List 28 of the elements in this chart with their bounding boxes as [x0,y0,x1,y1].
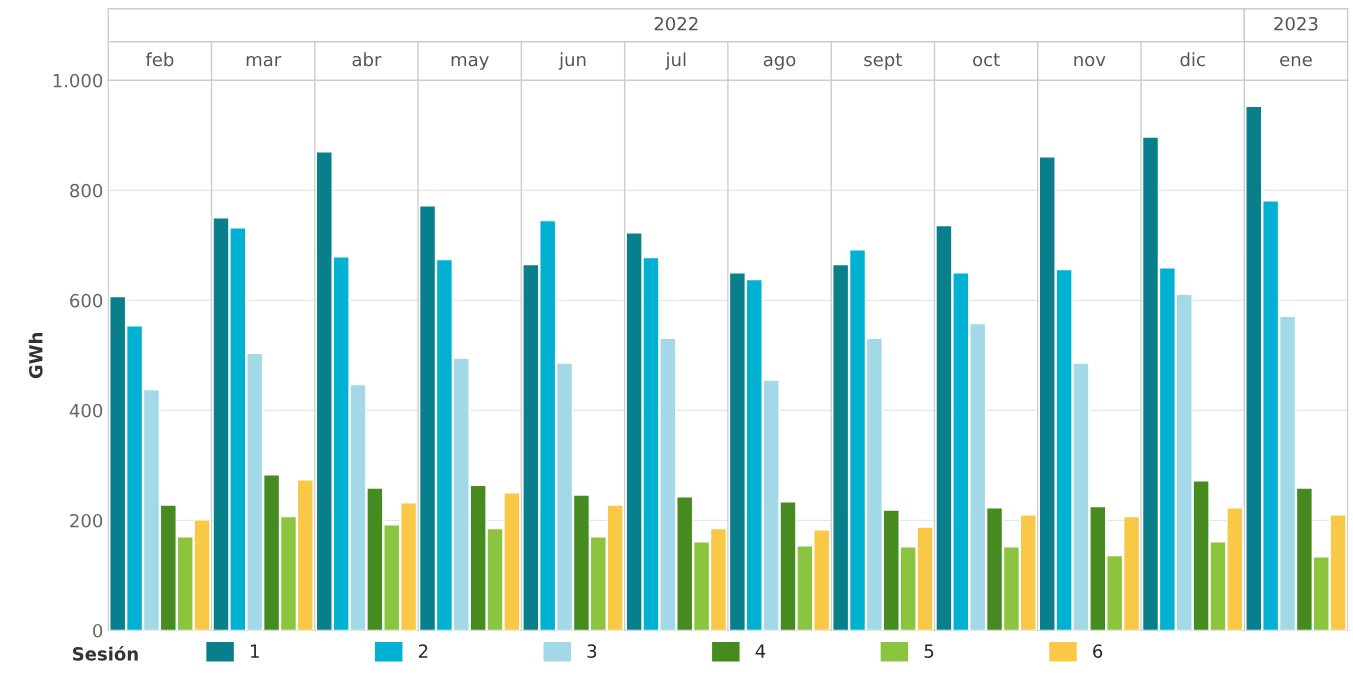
y-tick-label: 1.000 [53,73,103,88]
y-tick-label: 400 [69,403,103,418]
x-tick-label: ene [1280,55,1312,67]
x-tick-label: dic [1180,52,1205,67]
text: 2023 [1274,16,1318,31]
legend-label: 6 [1093,644,1103,658]
x-tick-label: may [451,55,489,70]
x-tick-label: abr [352,52,382,67]
x-tick-label: ago [763,55,796,70]
legend-label: 1 [250,644,259,658]
text: 2022 [654,16,698,31]
y-tick-label: 0 [93,623,103,638]
legend-label: 2 [418,644,428,658]
x-tick-label: feb [145,52,174,67]
x-tick-label: oct [973,53,1000,67]
legend-label: 5 [924,644,934,658]
x-tick-label: sept [864,53,902,70]
y-tick-label: 200 [70,513,103,528]
legend-label: 3 [587,644,597,658]
legend-title: Sesión [73,646,138,661]
legend-label: 4 [755,644,766,658]
x-tick-label: mar [246,55,282,67]
y-axis-title: GWh [28,333,43,379]
y-tick-label: 600 [70,293,103,308]
x-tick-label: nov [1074,55,1106,67]
y-tick-label: 800 [70,183,103,198]
x-tick-label: jul [665,52,686,70]
x-tick-label: jun [558,52,586,70]
